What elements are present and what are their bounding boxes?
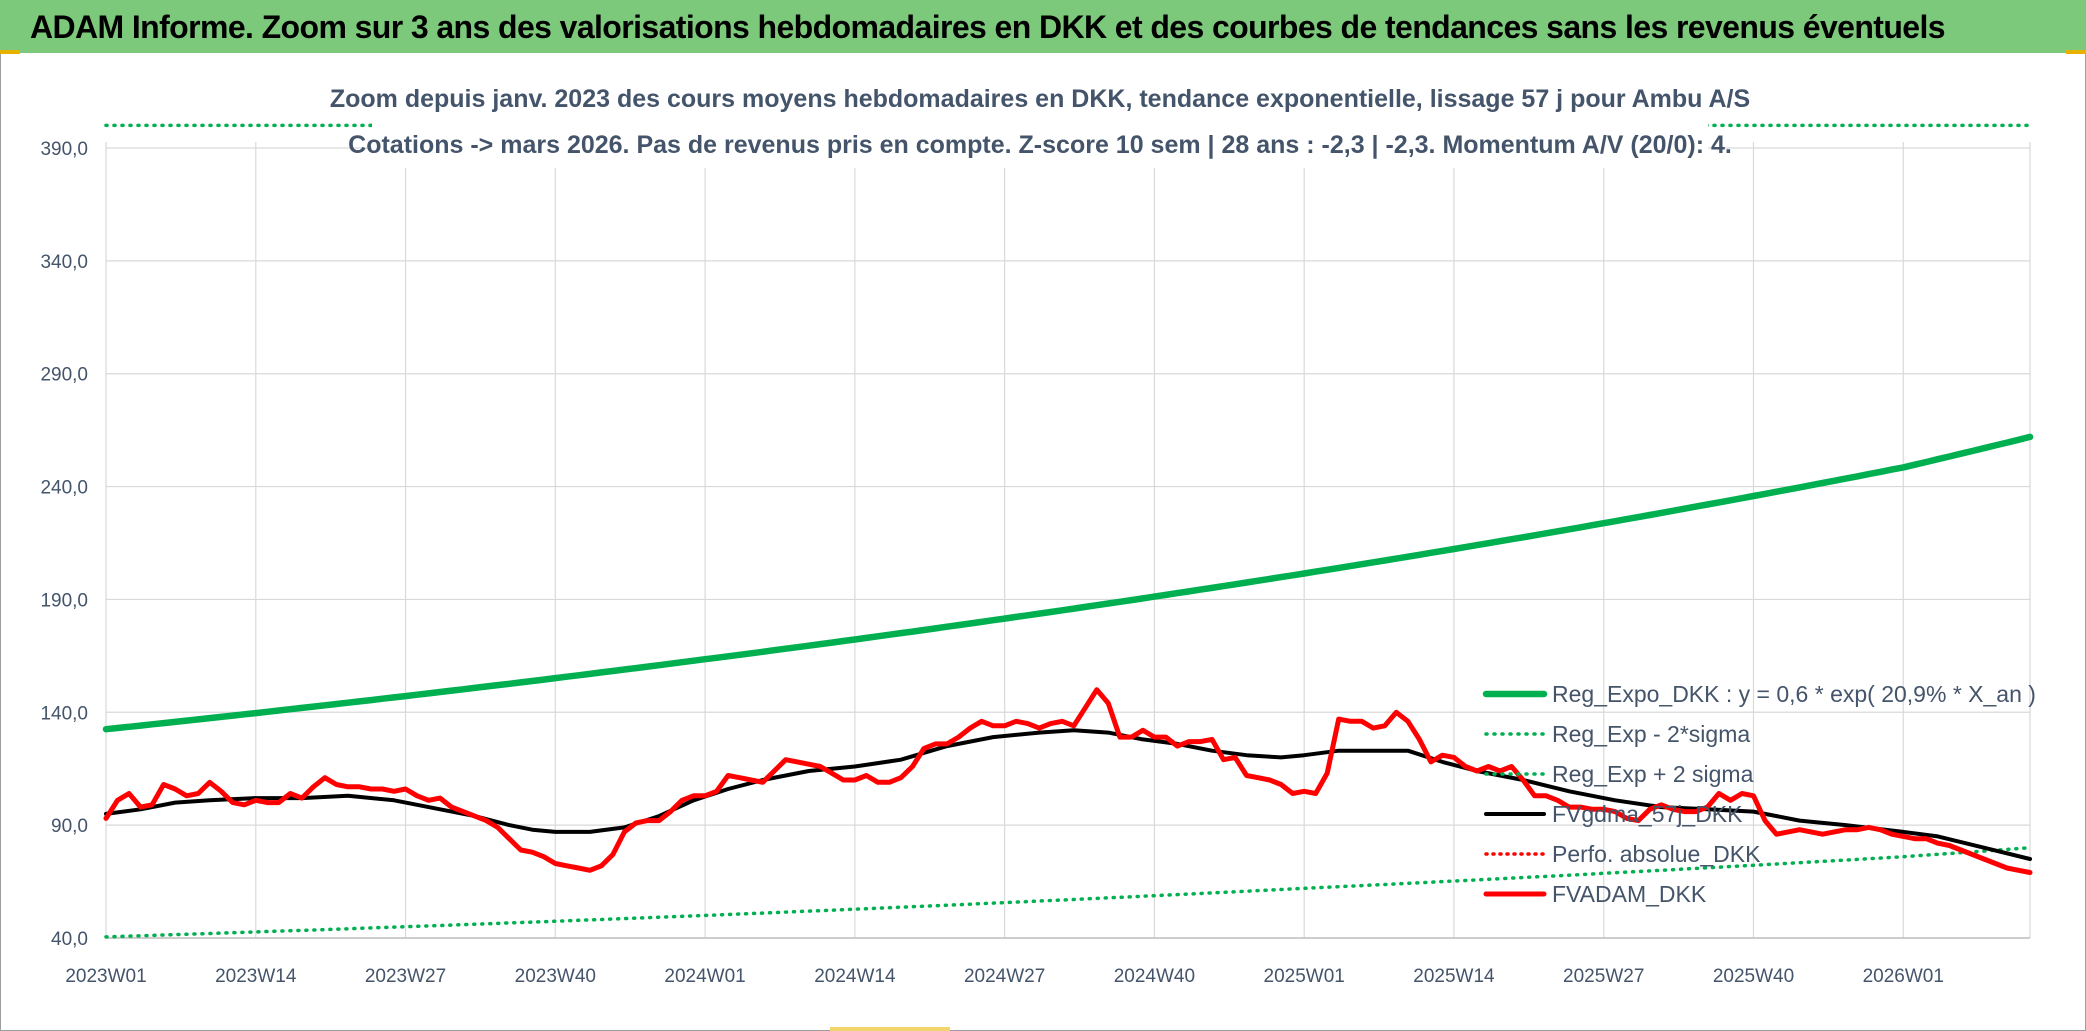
x-tick-label: 2023W14	[215, 966, 297, 987]
y-axis-ticks: 40,0 90,0 140,0 190,0 240,0 290,0 340,0 390,0	[40, 139, 88, 950]
x-tick-label: 2025W40	[1713, 966, 1794, 987]
legend-label: Reg_Exp + 2 sigma	[1552, 761, 1754, 787]
banner-accent-left	[0, 50, 20, 54]
series-line-0	[102, 433, 2034, 733]
x-tick-label: 2023W40	[515, 966, 596, 987]
chart-subtitle-line-1: Zoom depuis janv. 2023 des cours moyens …	[330, 85, 1750, 113]
banner-accent-right	[2066, 50, 2086, 54]
series-line-1	[104, 845, 2032, 939]
legend-label: Reg_Exp - 2*sigma	[1552, 721, 1750, 747]
x-tick-label: 2023W01	[65, 966, 146, 987]
y-tick-label: 390,0	[40, 139, 88, 160]
x-tick-label: 2026W01	[1863, 966, 1944, 987]
y-tick-label: 140,0	[40, 703, 88, 724]
x-tick-label: 2024W40	[1114, 966, 1195, 987]
x-axis-ticks: 2023W01 2023W14 2023W27 2023W40 2024W01 2024W…	[65, 966, 1944, 987]
x-tick-label: 2025W01	[1264, 966, 1345, 987]
x-tick-label: 2025W27	[1563, 966, 1644, 987]
x-tick-label: 2025W14	[1413, 966, 1495, 987]
legend-label: Reg_Expo_DKK : y = 0,6 * exp( 20,9% * X_…	[1552, 681, 2036, 707]
series-line-5	[103, 687, 2033, 875]
x-tick-label: 2024W01	[664, 966, 745, 987]
legend-label: FVgdma_57j_DKK	[1552, 801, 1743, 827]
x-tick-label: 2024W14	[814, 966, 896, 987]
chart-legend: Reg_Expo_DKK : y = 0,6 * exp( 20,9% * X_…	[1482, 681, 2036, 907]
bottom-accent	[830, 1027, 950, 1031]
y-tick-label: 40,0	[51, 929, 88, 950]
x-tick-label: 2024W27	[964, 966, 1045, 987]
chart-subtitle-line-2: Cotations -> mars 2026. Pas de revenus p…	[348, 131, 1732, 159]
y-tick-label: 190,0	[40, 590, 88, 611]
y-tick-label: 240,0	[40, 478, 88, 499]
legend-label: FVADAM_DKK	[1552, 881, 1707, 907]
y-tick-label: 340,0	[40, 252, 88, 273]
gridlines	[105, 142, 2031, 939]
report-title-banner: ADAM Informe. Zoom sur 3 ans des valoris…	[0, 0, 2086, 53]
x-tick-label: 2023W27	[365, 966, 446, 987]
subtitle-background	[372, 76, 1708, 168]
legend-label: Perfo. absolue_DKK	[1552, 841, 1761, 867]
y-tick-label: 290,0	[40, 365, 88, 386]
y-tick-label: 90,0	[51, 816, 88, 837]
